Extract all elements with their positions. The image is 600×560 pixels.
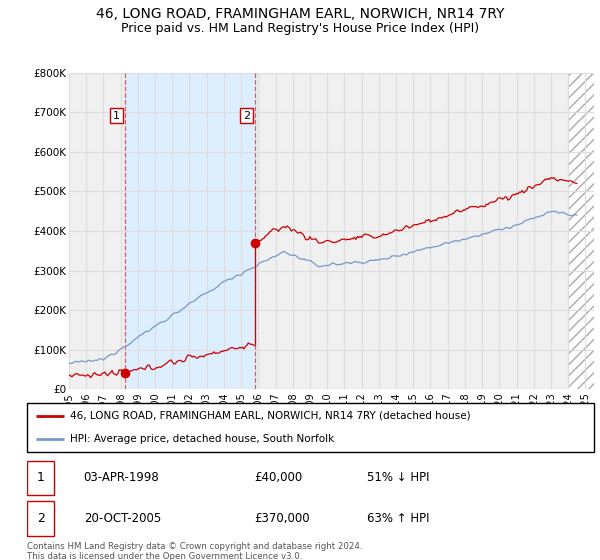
Text: 1: 1 bbox=[37, 471, 44, 484]
FancyBboxPatch shape bbox=[27, 501, 54, 536]
Text: 1: 1 bbox=[113, 110, 120, 120]
Text: 20-OCT-2005: 20-OCT-2005 bbox=[84, 512, 161, 525]
Text: 46, LONG ROAD, FRAMINGHAM EARL, NORWICH, NR14 7RY: 46, LONG ROAD, FRAMINGHAM EARL, NORWICH,… bbox=[96, 7, 504, 21]
Bar bbox=[568, 73, 594, 389]
Text: 03-APR-1998: 03-APR-1998 bbox=[84, 471, 160, 484]
Text: Price paid vs. HM Land Registry's House Price Index (HPI): Price paid vs. HM Land Registry's House … bbox=[121, 22, 479, 35]
Bar bbox=[125, 73, 256, 389]
Text: 46, LONG ROAD, FRAMINGHAM EARL, NORWICH, NR14 7RY (detached house): 46, LONG ROAD, FRAMINGHAM EARL, NORWICH,… bbox=[70, 411, 470, 421]
Text: £370,000: £370,000 bbox=[254, 512, 310, 525]
Text: 2: 2 bbox=[243, 110, 250, 120]
Text: Contains HM Land Registry data © Crown copyright and database right 2024.
This d: Contains HM Land Registry data © Crown c… bbox=[27, 542, 362, 560]
Text: 63% ↑ HPI: 63% ↑ HPI bbox=[367, 512, 430, 525]
FancyBboxPatch shape bbox=[27, 460, 54, 495]
FancyBboxPatch shape bbox=[27, 403, 594, 452]
Text: 2: 2 bbox=[37, 512, 44, 525]
Text: HPI: Average price, detached house, South Norfolk: HPI: Average price, detached house, Sout… bbox=[70, 433, 334, 444]
Text: £40,000: £40,000 bbox=[254, 471, 302, 484]
Text: 51% ↓ HPI: 51% ↓ HPI bbox=[367, 471, 430, 484]
